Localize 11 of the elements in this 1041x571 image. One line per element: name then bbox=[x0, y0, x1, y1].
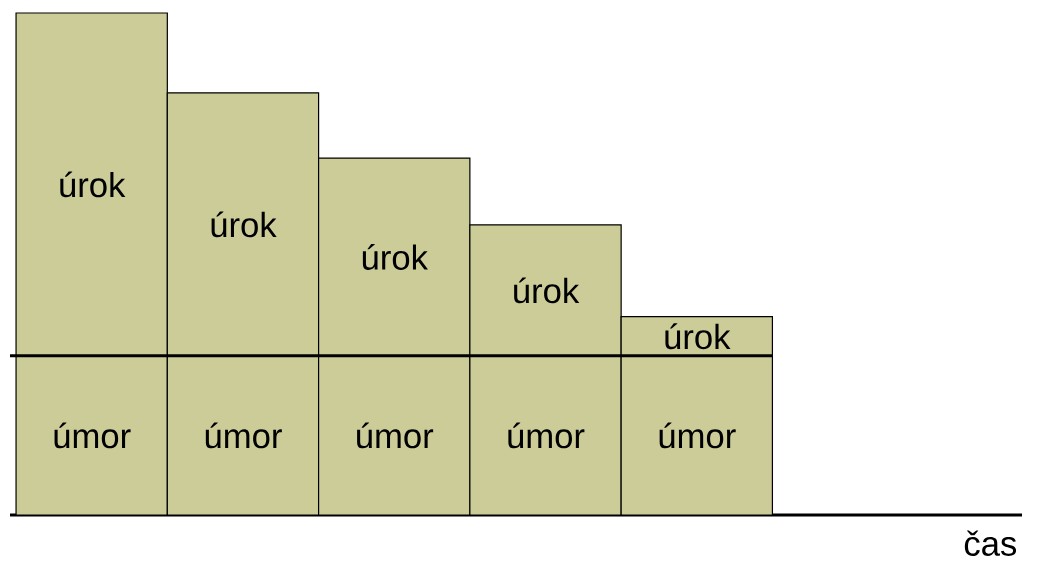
text: úmor bbox=[205, 422, 282, 449]
text: úrok bbox=[362, 244, 428, 270]
text: úrok bbox=[60, 171, 126, 198]
text: úrok bbox=[514, 277, 580, 304]
series-label: úmor bbox=[659, 422, 736, 449]
text: úmor bbox=[357, 422, 434, 449]
series-label: úrok bbox=[665, 323, 731, 350]
text: úmor bbox=[508, 422, 585, 449]
text: úmor bbox=[54, 422, 131, 449]
text: čas bbox=[964, 530, 1017, 556]
text: úrok bbox=[211, 211, 277, 238]
